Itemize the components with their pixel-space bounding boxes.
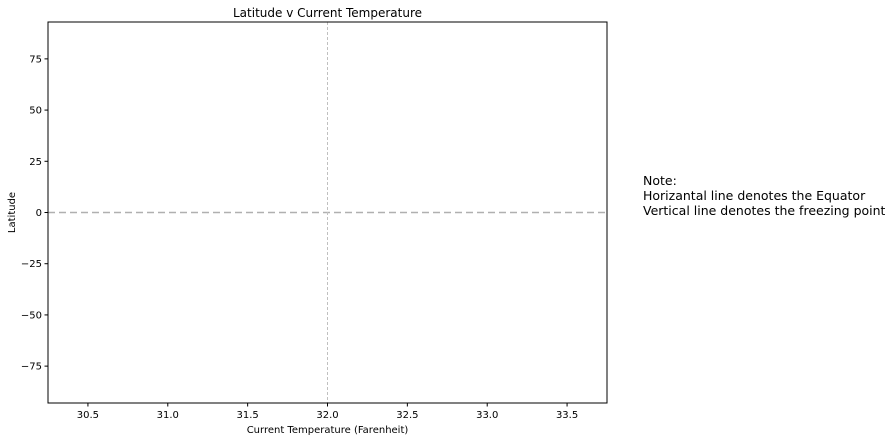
x-axis: 30.5 31.0 31.5 32.0 32.5 33.0 33.5 — [77, 403, 578, 421]
y-tick-label: 25 — [29, 157, 42, 168]
chart-title: Latitude v Current Temperature — [233, 6, 422, 20]
y-tick-label: −50 — [21, 310, 42, 321]
x-tick-label: 32.0 — [316, 410, 338, 421]
x-tick-label: 31.0 — [157, 410, 179, 421]
y-axis: 75 50 25 0 −25 −50 −75 — [21, 54, 48, 373]
y-tick-label: 75 — [29, 54, 42, 65]
x-tick-label: 32.5 — [396, 410, 418, 421]
x-tick-label: 33.0 — [476, 410, 498, 421]
x-tick-label: 33.5 — [556, 410, 578, 421]
y-tick-label: 50 — [29, 106, 42, 117]
y-axis-title: Latitude — [7, 192, 18, 233]
note-annotation: Note: Horizantal line denotes the Equato… — [643, 173, 885, 218]
note-line-freezing: Vertical line denotes the freezing point — [643, 203, 885, 218]
plot-area — [47, 21, 608, 404]
y-tick-label: 0 — [36, 208, 42, 219]
y-tick-label: −25 — [21, 259, 42, 270]
x-tick-label: 31.5 — [237, 410, 259, 421]
y-tick-label: −75 — [21, 362, 42, 373]
note-heading: Note: — [643, 173, 677, 188]
note-line-equator: Horizantal line denotes the Equator — [643, 188, 866, 203]
x-axis-title: Current Temperature (Farenheit) — [247, 425, 409, 436]
x-tick-label: 30.5 — [77, 410, 99, 421]
